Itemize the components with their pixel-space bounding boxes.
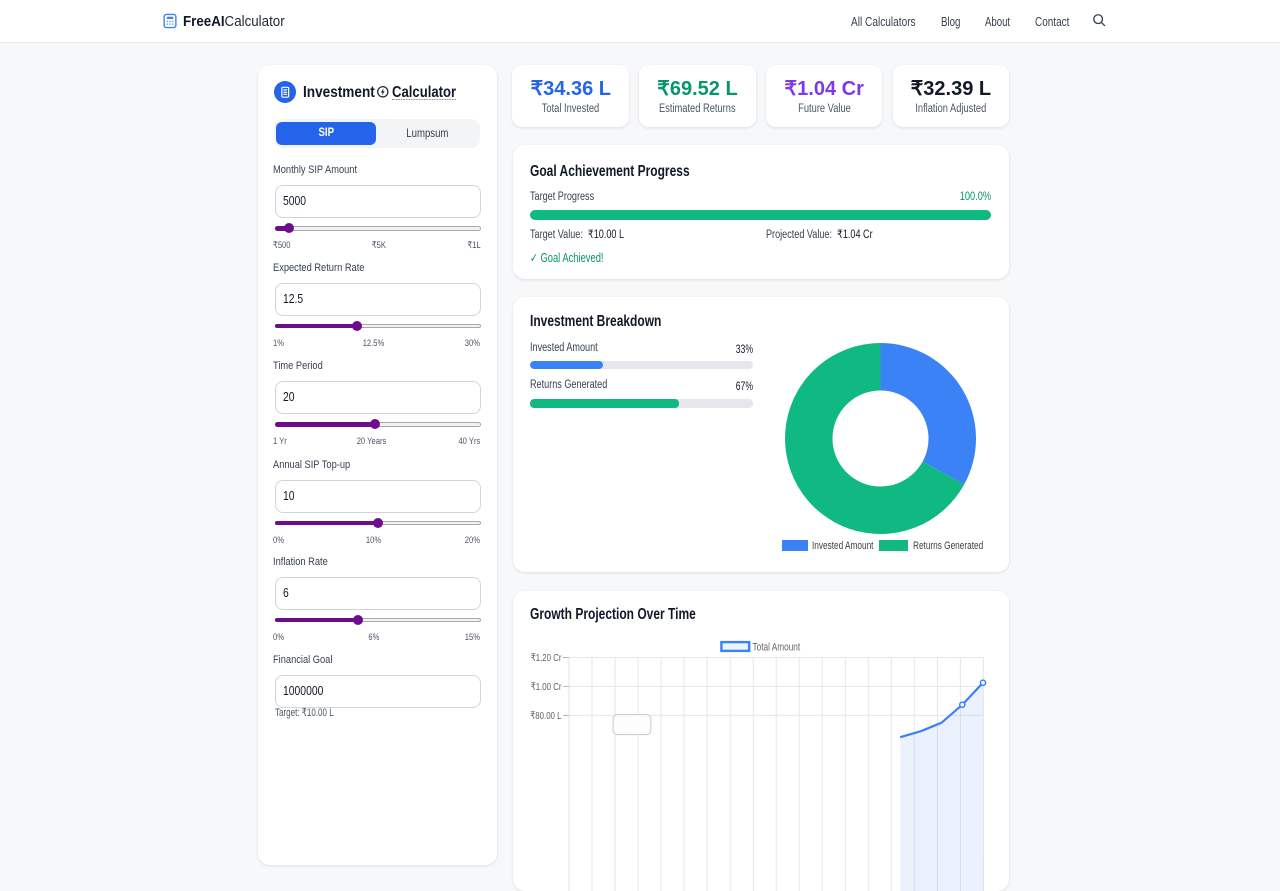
svg-text:₹1.00 Cr: ₹1.00 Cr	[530, 681, 561, 692]
svg-text:Total Amount: Total Amount	[752, 641, 800, 653]
svg-text:₹80.00 L: ₹80.00 L	[530, 710, 561, 721]
svg-text:₹1.20 Cr: ₹1.20 Cr	[530, 652, 561, 663]
